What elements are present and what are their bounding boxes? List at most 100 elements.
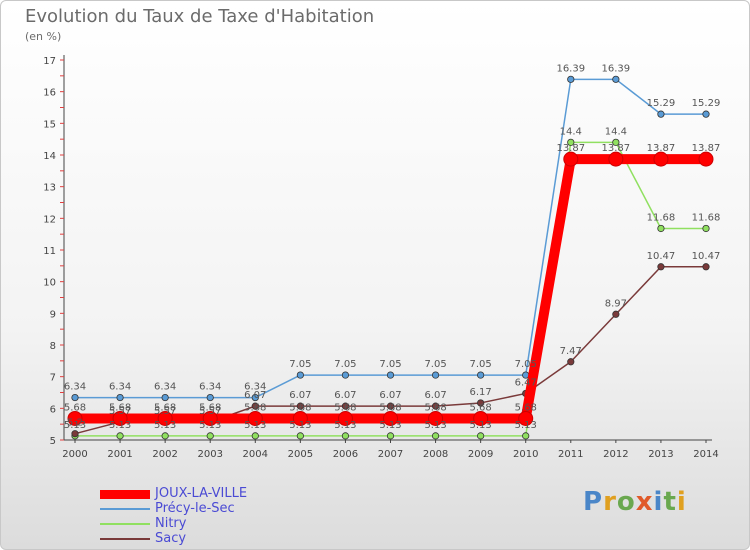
logo-letter: t (663, 487, 677, 517)
data-label: 5.68 (334, 402, 356, 413)
data-point (296, 402, 304, 410)
data-point (341, 402, 350, 410)
data-label: 5.68 (199, 402, 221, 413)
data-label: 5.68 (154, 402, 176, 413)
data-label: 5.57 (199, 406, 221, 417)
y-tick-label: 11 (43, 246, 56, 257)
x-tick-label: 2006 (333, 449, 358, 460)
x-tick-label: 2010 (513, 449, 538, 460)
data-label: 5.13 (154, 420, 176, 431)
data-label: 7.05 (289, 359, 311, 370)
data-label: 7.47 (560, 346, 582, 357)
data-label: 5.13 (289, 420, 311, 431)
data-point (522, 432, 530, 440)
data-label: 5.68 (515, 402, 537, 413)
data-point (567, 75, 575, 83)
x-tick-label: 2014 (693, 449, 718, 460)
y-tick-label: 10 (43, 278, 56, 289)
data-point (428, 410, 444, 426)
data-point (702, 110, 710, 118)
y-tick-label: 5 (50, 436, 56, 447)
legend-swatch (100, 538, 150, 540)
data-label: 7.05 (379, 359, 401, 370)
data-label: 5.13 (515, 420, 537, 431)
data-point (702, 224, 710, 233)
data-label: 6.17 (470, 387, 492, 398)
chart-subtitle: (en %) (25, 30, 62, 43)
data-label: 5.13 (379, 420, 401, 431)
x-tick-label: 2003 (197, 449, 222, 460)
legend-label: Sacy (155, 531, 187, 546)
series-line-joux-la-ville (75, 154, 706, 424)
data-point (702, 263, 710, 271)
legend-swatch (100, 489, 150, 499)
y-tick-label: 8 (50, 341, 56, 352)
x-tick-label: 2007 (378, 449, 403, 460)
data-label: 5.13 (470, 420, 492, 431)
data-label: 5.68 (424, 402, 446, 413)
y-tick-label: 13 (43, 183, 56, 194)
data-label: 6.07 (334, 390, 356, 401)
data-point (612, 310, 620, 318)
y-tick-label: 17 (43, 56, 56, 67)
data-label: 5.2 (67, 418, 83, 429)
data-label: 5.68 (470, 402, 492, 413)
data-label: 6.34 (109, 382, 131, 393)
data-label: 5.13 (334, 420, 356, 431)
data-point (206, 393, 214, 402)
y-tick-label: 7 (50, 373, 56, 384)
data-label: 14.4 (560, 126, 582, 137)
x-tick-label: 2009 (468, 449, 493, 460)
data-point (337, 410, 353, 426)
x-tick-label: 2008 (423, 449, 448, 460)
data-point (71, 393, 79, 402)
data-point (608, 151, 624, 167)
data-label: 5.68 (379, 402, 401, 413)
data-label: 7.05 (334, 359, 356, 370)
x-tick-label: 2001 (107, 449, 132, 460)
data-label: 16.39 (602, 63, 631, 74)
data-point (477, 371, 485, 379)
data-point (251, 393, 259, 402)
data-label: 5.68 (289, 402, 311, 413)
legend-label: Précy-le-Sec (155, 501, 235, 516)
y-tick-label: 14 (43, 151, 56, 162)
x-tick-label: 2013 (648, 449, 673, 460)
data-label: 15.29 (647, 98, 676, 109)
data-point (251, 432, 259, 440)
data-label: 5.68 (244, 402, 266, 413)
data-point (161, 432, 169, 440)
data-label: 5.57 (154, 406, 176, 417)
data-point (71, 430, 79, 438)
data-point (67, 410, 83, 426)
data-label: 5.68 (64, 402, 86, 413)
data-label: 6.34 (244, 382, 266, 393)
data-point (653, 151, 669, 167)
data-point (563, 151, 579, 167)
data-label: 11.68 (647, 212, 676, 223)
data-label: 13.87 (602, 143, 631, 154)
data-point (657, 263, 665, 271)
legend-swatch (100, 508, 150, 510)
data-point (116, 432, 124, 440)
data-point (386, 432, 395, 440)
x-tick-label: 2000 (62, 449, 87, 460)
data-point (612, 75, 620, 83)
proxiti-logo: Proxiti (583, 487, 687, 517)
data-label: 13.87 (556, 143, 585, 154)
data-point (386, 371, 395, 379)
data-label: 6.34 (199, 382, 221, 393)
data-label: 13.87 (647, 143, 676, 154)
data-label: 5.13 (424, 420, 446, 431)
data-point (341, 432, 350, 440)
data-point (477, 399, 485, 407)
x-tick-label: 2004 (243, 449, 268, 460)
data-label: 10.47 (692, 251, 721, 262)
data-point (202, 410, 218, 426)
data-label: 5.68 (109, 402, 131, 413)
data-label: 5.13 (244, 420, 266, 431)
data-point (657, 110, 665, 118)
logo-letter: P (583, 487, 604, 517)
